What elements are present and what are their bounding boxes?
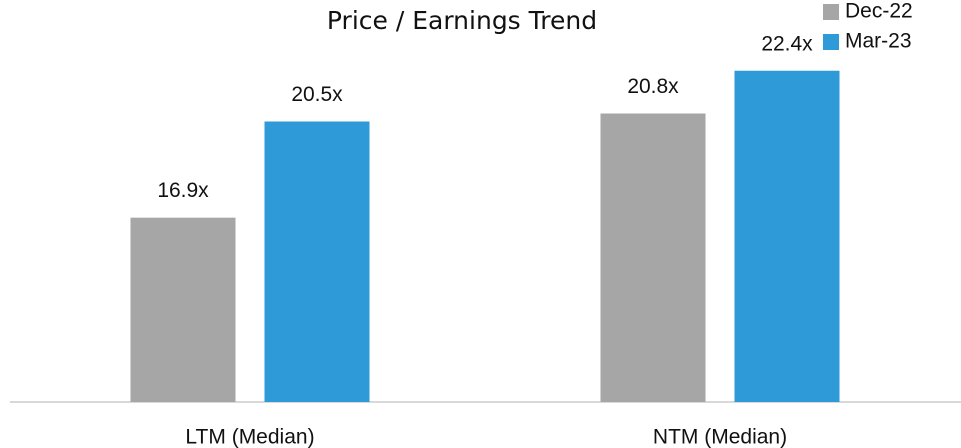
legend-label: Dec-22 — [845, 0, 913, 23]
bar — [264, 121, 370, 402]
legend-swatch — [823, 4, 839, 20]
value-label: 20.8x — [627, 75, 679, 98]
bar — [600, 113, 706, 402]
bar — [130, 217, 236, 402]
value-label: 20.5x — [291, 83, 343, 106]
value-label: 22.4x — [761, 32, 813, 55]
legend-swatch — [823, 34, 839, 50]
value-label: 16.9x — [157, 179, 209, 202]
bar — [734, 70, 840, 402]
legend-label: Mar-23 — [845, 30, 912, 53]
chart-title: Price / Earnings Trend — [327, 6, 597, 35]
x-tick-label: LTM (Median) — [185, 426, 314, 448]
x-tick-label: NTM (Median) — [653, 426, 787, 448]
